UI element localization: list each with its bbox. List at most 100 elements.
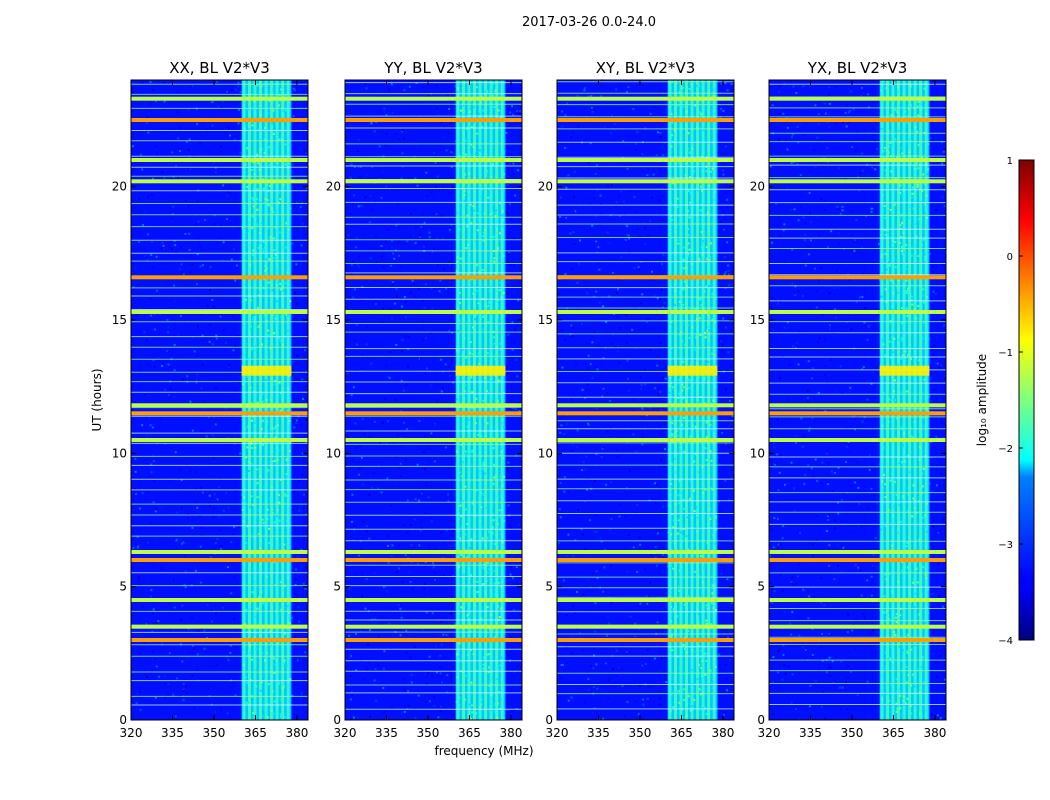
rfi-line (345, 550, 522, 554)
rfi-line (557, 411, 734, 416)
y-tick-label: 10 (750, 446, 765, 460)
rfi-line (131, 310, 308, 314)
colorbar-tick-label: −2 (998, 444, 1013, 455)
rfi-line (345, 310, 522, 314)
y-tick-label: 15 (112, 313, 127, 327)
rfi-line (345, 411, 522, 416)
y-tick-label: 5 (545, 580, 553, 594)
rfi-line (131, 598, 308, 602)
y-tick-label: 20 (750, 180, 765, 194)
band-region (879, 80, 930, 720)
rfi-line (557, 118, 734, 122)
band-region (241, 80, 292, 720)
x-tick-label: 320 (546, 726, 569, 740)
colorbar: 1 0 −1 −2 −3 −4 log₁₀ amplitude (975, 156, 1035, 647)
rfi-line (131, 275, 308, 280)
figure-title: 2017-03-26 0.0-24.0 (522, 15, 656, 30)
x-tick-label: 320 (120, 726, 143, 740)
rfi-line (769, 550, 946, 554)
x-axis-label: frequency (MHz) (434, 744, 533, 758)
rfi-line (131, 158, 308, 162)
rfi-line (557, 624, 734, 629)
x-tick-label: 365 (882, 726, 905, 740)
y-tick-label: 15 (750, 313, 765, 327)
rfi-line (769, 118, 946, 122)
rfi-line (131, 403, 308, 408)
rfi-line (769, 96, 946, 101)
colorbar-tick-label: −4 (998, 636, 1013, 647)
x-tick-label: 320 (334, 726, 357, 740)
x-tick-label: 350 (629, 726, 652, 740)
panel-frame (130, 79, 309, 721)
y-axis-label: UT (hours) (90, 368, 104, 431)
rfi-line (769, 411, 946, 416)
y-tick-label: 20 (326, 180, 341, 194)
rfi-line (557, 550, 734, 554)
panel-title: YY, BL V2*V3 (383, 59, 482, 77)
rfi-line (769, 624, 946, 629)
rfi-line (131, 558, 308, 562)
y-tick-label: 20 (112, 180, 127, 194)
x-tick-label: 350 (417, 726, 440, 740)
rfi-line (769, 275, 946, 280)
panel-title: YX, BL V2*V3 (807, 59, 908, 77)
x-tick-label: 350 (841, 726, 864, 740)
band-region (667, 80, 718, 720)
y-tick-label: 0 (545, 713, 553, 727)
rfi-line (769, 638, 946, 642)
rfi-line (131, 624, 308, 629)
x-tick-label: 335 (799, 726, 822, 740)
y-tick-label: 0 (119, 713, 127, 727)
rfi-line (769, 403, 946, 408)
x-tick-label: 350 (203, 726, 226, 740)
y-tick-label: 10 (112, 446, 127, 460)
rfi-line (345, 638, 522, 642)
hotspot (455, 365, 506, 376)
rfi-line (557, 403, 734, 408)
rfi-line (345, 438, 522, 442)
rfi-line (345, 598, 522, 602)
colorbar-tick-label: −1 (998, 348, 1013, 359)
panel-yx: YX, BL V2*V3 320 335 350 365 380 0 5 10 15 20 (750, 59, 947, 740)
hotspot (241, 365, 292, 376)
x-tick-label: 365 (244, 726, 267, 740)
panel-title: XX, BL V2*V3 (169, 59, 270, 77)
panel-frame (556, 79, 735, 721)
rfi-line (769, 310, 946, 314)
panel-xy: XY, BL V2*V3 320 335 350 365 380 0 5 10 15 20 (538, 59, 735, 740)
rfi-line (131, 438, 308, 442)
rfi-line (769, 598, 946, 602)
x-tick-label: 380 (285, 726, 308, 740)
rfi-line (345, 558, 522, 562)
colorbar-gradient (1018, 159, 1035, 641)
y-tick-label: 5 (757, 580, 765, 594)
y-tick-label: 10 (538, 446, 553, 460)
panel-title: XY, BL V2*V3 (596, 59, 696, 77)
rfi-line (131, 96, 308, 101)
rfi-line (557, 275, 734, 280)
y-tick-label: 10 (326, 446, 341, 460)
x-tick-label: 335 (375, 726, 398, 740)
x-tick-label: 335 (587, 726, 610, 740)
y-tick-label: 0 (333, 713, 341, 727)
x-tick-label: 365 (670, 726, 693, 740)
panel-frame (768, 79, 947, 721)
colorbar-label: log₁₀ amplitude (975, 354, 989, 446)
rfi-line (345, 96, 522, 101)
rfi-line (557, 438, 734, 442)
x-tick-label: 365 (458, 726, 481, 740)
x-tick-label: 380 (923, 726, 946, 740)
colorbar-tick-label: −3 (998, 540, 1013, 551)
colorbar-tick-label: 0 (1007, 252, 1013, 263)
y-tick-label: 15 (538, 313, 553, 327)
rfi-line (557, 638, 734, 642)
x-tick-label: 380 (711, 726, 734, 740)
rfi-lines (131, 83, 308, 706)
rfi-line (557, 598, 734, 602)
x-tick-label: 335 (161, 726, 184, 740)
y-tick-label: 0 (757, 713, 765, 727)
rfi-line (345, 403, 522, 408)
rfi-lines (557, 81, 734, 710)
panel-yy: YY, BL V2*V3 320 335 350 365 380 0 5 10 15 20 (326, 59, 523, 740)
